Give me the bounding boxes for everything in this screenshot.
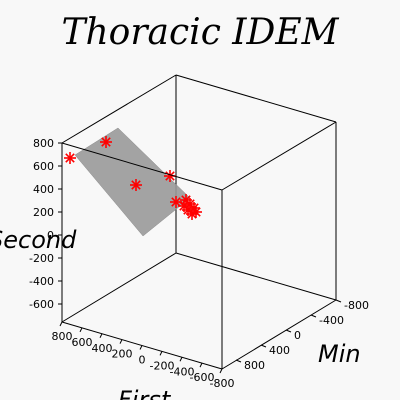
- y-axis-label: Min: [318, 340, 361, 368]
- data-point: [64, 152, 76, 164]
- z-tick-label: 0: [47, 229, 54, 242]
- z-tick-label: -600: [29, 298, 54, 311]
- y-tick-mark: [285, 329, 292, 333]
- x-tick-label: 800: [52, 330, 73, 343]
- x-tick-mark: [179, 357, 183, 362]
- x-tick-mark: [79, 327, 83, 333]
- z-tick-label: -400: [29, 275, 54, 288]
- z-tick-label: 200: [33, 206, 54, 219]
- z-tick-label: -200: [29, 252, 54, 265]
- y-axis-ticks: -800-400 0 400 800: [235, 299, 369, 372]
- y-tick-label: 400: [269, 344, 290, 357]
- x-tick-mark: [99, 333, 103, 338]
- x-tick-mark: [219, 368, 223, 374]
- data-points: [64, 136, 202, 220]
- data-point: [190, 206, 202, 218]
- z-tick-label: 400: [33, 183, 54, 196]
- data-point: [170, 196, 182, 208]
- x-axis-label: First: [118, 386, 172, 400]
- z-axis-label: Second: [0, 226, 77, 254]
- y-tick-mark: [260, 344, 267, 348]
- x-tick-label: 400: [92, 342, 113, 355]
- y-tick-label: -400: [319, 314, 344, 327]
- x-tick-mark: [139, 345, 143, 350]
- y-tick-mark: [335, 299, 342, 303]
- x-tick-mark: [159, 351, 163, 356]
- x-tick-label: 0: [139, 354, 146, 367]
- y-tick-label: 800: [244, 359, 265, 372]
- chart-title: Thoracic IDEM: [61, 12, 339, 53]
- x-tick-mark: [199, 362, 203, 368]
- z-tick-label: 800: [33, 137, 54, 150]
- box-back: [61, 74, 337, 323]
- z-axis-ticks: 800 600 400 200 0 -200 -400 -600: [29, 137, 62, 311]
- y-tick-mark: [310, 314, 317, 318]
- x-tick-label: -800: [210, 377, 235, 390]
- x-tick-label: -400: [170, 365, 195, 378]
- x-tick-label: -600: [190, 371, 215, 384]
- x-tick-mark: [119, 339, 123, 344]
- data-point: [130, 179, 142, 191]
- x-tick-mark: [59, 321, 63, 327]
- x-tick-label: 200: [112, 348, 133, 361]
- z-tick-label: 600: [33, 160, 54, 173]
- y-tick-label: 0: [294, 329, 301, 342]
- y-tick-mark: [235, 359, 242, 363]
- y-tick-label: -800: [344, 299, 369, 312]
- x-tick-label: -200: [150, 359, 175, 372]
- x-axis-ticks: 800 600 400 200 0 -200-400-600-800: [52, 321, 235, 390]
- data-point: [100, 136, 112, 148]
- x-tick-label: 600: [72, 336, 93, 349]
- data-point: [180, 194, 192, 206]
